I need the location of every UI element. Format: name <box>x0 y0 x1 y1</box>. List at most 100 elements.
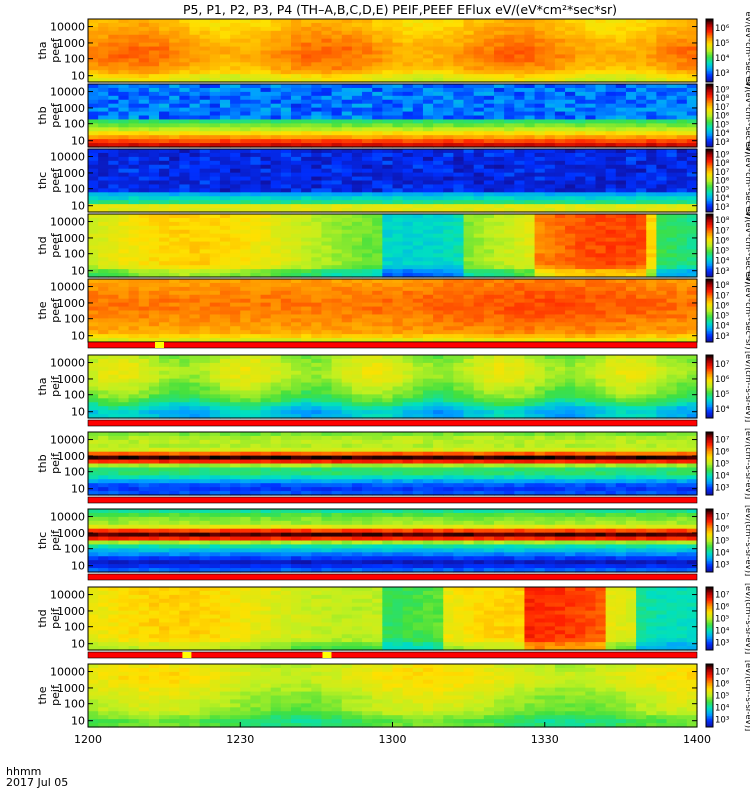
spectrogram-cell <box>656 100 667 105</box>
spectrogram-cell <box>190 123 201 128</box>
spectrogram-cell <box>220 253 231 258</box>
spectrogram-cell <box>656 226 667 231</box>
spectrogram-cell <box>677 226 688 231</box>
spectrogram-cell <box>677 153 688 158</box>
spectrogram-cell <box>129 62 140 67</box>
spectrogram-cell <box>504 66 515 71</box>
spectrogram-cell <box>108 135 119 140</box>
spectrogram-cell <box>261 214 272 219</box>
spectrogram-cell <box>250 330 261 335</box>
spectrogram-cell <box>159 66 170 71</box>
spectrogram-cell <box>413 269 424 274</box>
spectrogram-cell <box>433 188 444 193</box>
spectrogram-cell <box>139 188 150 193</box>
spectrogram-cell <box>524 246 535 251</box>
spectrogram-cell <box>535 177 546 182</box>
spectrogram-cell <box>250 135 261 140</box>
spectrogram-cell <box>129 100 140 105</box>
panel-label: thapeef <box>36 37 62 63</box>
spectrogram-cell <box>443 123 454 128</box>
spectrogram-cell <box>636 330 647 335</box>
spectrogram-cell <box>464 318 475 323</box>
spectrogram-cell <box>474 214 485 219</box>
spectrogram-cell <box>240 188 251 193</box>
spectrogram-cell <box>240 92 251 97</box>
spectrogram-cell <box>240 135 251 140</box>
spectrogram-cell <box>443 188 454 193</box>
spectrogram-cell <box>311 283 322 288</box>
spectrogram-cell <box>413 249 424 254</box>
spectrogram-cell <box>626 279 637 284</box>
spectrogram-cell <box>311 92 322 97</box>
spectrogram-cell <box>403 19 414 24</box>
spectrogram-cell <box>362 35 373 40</box>
spectrogram-cell <box>687 265 698 270</box>
spectrogram-cell <box>362 238 373 243</box>
spectrogram-cell <box>606 74 617 79</box>
spectrogram-cell <box>321 230 332 235</box>
panel-label: thdpeef <box>36 232 62 258</box>
spectrogram-cell <box>311 127 322 132</box>
spectrogram-cell <box>626 269 637 274</box>
spectrogram-cell <box>545 177 556 182</box>
spectrogram-cell <box>250 35 261 40</box>
spectrogram-cell <box>200 257 211 262</box>
spectrogram-cell <box>382 314 393 319</box>
spectrogram-cell <box>321 35 332 40</box>
spectrogram-cell <box>575 283 586 288</box>
spectrogram-cell <box>464 54 475 59</box>
spectrogram-cell <box>169 92 180 97</box>
spectrogram-cell <box>524 66 535 71</box>
spectrogram-cell <box>646 153 657 158</box>
spectrogram-cell <box>626 127 637 132</box>
spectrogram-cell <box>453 173 464 178</box>
spectrogram-cell <box>646 204 657 209</box>
spectrogram-cell <box>443 131 454 136</box>
spectrogram-cell <box>494 112 505 117</box>
spectrogram-cell <box>514 279 525 284</box>
spectrogram-cell <box>139 204 150 209</box>
spectrogram-cell <box>606 161 617 166</box>
spectrogram-cell <box>636 165 647 170</box>
colorbar-tick-label: 10⁶ <box>715 236 730 246</box>
spectrogram-cell <box>514 66 525 71</box>
spectrogram-cell <box>210 261 221 266</box>
spectrogram-cell <box>616 314 627 319</box>
spectrogram-cell <box>393 149 404 154</box>
spectrogram-cell <box>606 226 617 231</box>
spectrogram-cell <box>545 204 556 209</box>
spectrogram-cell <box>464 139 475 144</box>
spectrogram-cell <box>393 330 404 335</box>
spectrogram-cell <box>626 112 637 117</box>
spectrogram-cell <box>453 92 464 97</box>
spectrogram-cell <box>667 100 678 105</box>
spectrogram-cell <box>504 161 515 166</box>
spectrogram-cell <box>230 303 241 308</box>
spectrogram-cell <box>321 116 332 121</box>
spectrogram-cell <box>484 218 495 223</box>
spectrogram-cell <box>403 230 414 235</box>
spectrogram-cell <box>230 62 241 67</box>
spectrogram-cell <box>129 131 140 136</box>
spectrogram-cell <box>311 279 322 284</box>
spectrogram-cell <box>169 204 180 209</box>
spectrogram-cell <box>230 31 241 36</box>
spectrogram-cell <box>261 70 272 75</box>
spectrogram-cell <box>677 249 688 254</box>
spectrogram-cell <box>433 230 444 235</box>
spectrogram-cell <box>250 269 261 274</box>
spectrogram-cell <box>423 169 434 174</box>
spectrogram-cell <box>88 269 99 274</box>
spectrogram-cell <box>423 58 434 63</box>
spectrogram-cell <box>646 108 657 113</box>
spectrogram-cell <box>504 23 515 28</box>
spectrogram-cell <box>555 74 566 79</box>
spectrogram-cell <box>108 84 119 89</box>
spectrogram-cell <box>210 322 221 327</box>
spectrogram-cell <box>230 257 241 262</box>
spectrogram-cell <box>301 84 312 89</box>
spectrogram-cell <box>514 74 525 79</box>
spectrogram-cell <box>321 196 332 201</box>
spectrogram-cell <box>98 226 109 231</box>
